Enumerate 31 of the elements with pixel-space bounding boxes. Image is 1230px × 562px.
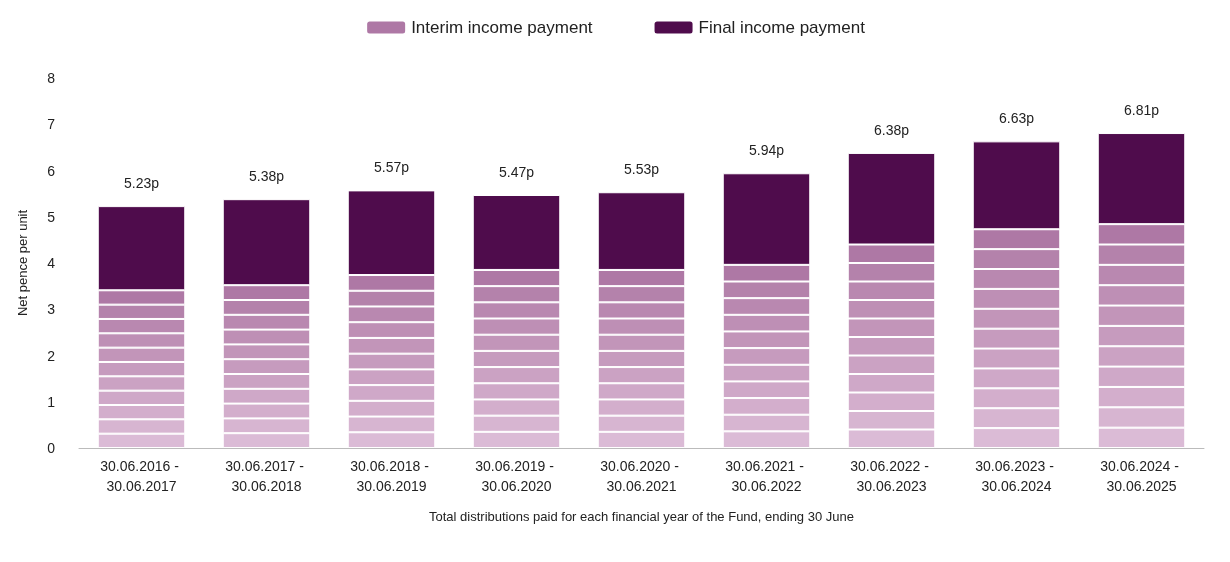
y-tick-label: 7	[47, 116, 56, 133]
x-tick-label: 30.06.2024 - 30.06.2025	[1100, 458, 1183, 494]
y-tick-label: 1	[47, 393, 56, 410]
x-tick-label: 30.06.2021 - 30.06.2022	[725, 458, 808, 494]
total-label: 6.63p	[998, 110, 1035, 127]
x-tick-label: 30.06.2023 - 30.06.2024	[975, 458, 1058, 494]
x-tick-label: 30.06.2018 - 30.06.2019	[350, 458, 433, 494]
y-tick-label: 3	[47, 301, 56, 318]
y-tick-label: 6	[47, 162, 56, 179]
total-label: 6.81p	[1123, 102, 1160, 119]
total-label: 5.94p	[748, 142, 785, 159]
total-label: 5.23p	[123, 175, 160, 192]
legend-label: Final income payment	[698, 18, 866, 37]
total-label: 5.53p	[623, 161, 660, 178]
x-tick-label: 30.06.2017 - 30.06.2018	[225, 458, 308, 494]
x-tick-label: 30.06.2019 - 30.06.2020	[475, 458, 558, 494]
y-tick-label: 2	[47, 347, 56, 364]
x-axis-title: Total distributions paid for each financial year of the Fund, ending 30 June	[429, 509, 854, 524]
total-label: 5.47p	[498, 164, 535, 181]
total-label: 6.38p	[873, 121, 910, 138]
y-tick-label: 4	[47, 255, 56, 271]
y-axis-title: Net pence per unit	[15, 209, 30, 317]
total-label: 5.57p	[373, 159, 410, 176]
total-label: 5.38p	[248, 168, 285, 185]
legend-label: Interim income payment	[411, 18, 593, 37]
y-tick-label: 0	[47, 440, 56, 456]
y-tick-label: 8	[47, 70, 56, 86]
x-tick-label: 30.06.2022 - 30.06.2023	[850, 458, 933, 494]
x-tick-label: 30.06.2016 - 30.06.2017	[100, 458, 183, 494]
x-tick-label: 30.06.2020 - 30.06.2021	[600, 458, 683, 494]
y-tick-label: 5	[47, 208, 56, 225]
